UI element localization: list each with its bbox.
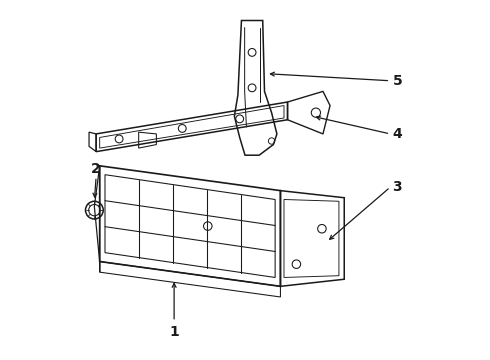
Text: 1: 1 — [169, 325, 179, 339]
Text: 5: 5 — [392, 74, 402, 88]
Text: 2: 2 — [91, 162, 101, 176]
Text: 4: 4 — [392, 127, 402, 141]
Text: 3: 3 — [392, 180, 402, 194]
